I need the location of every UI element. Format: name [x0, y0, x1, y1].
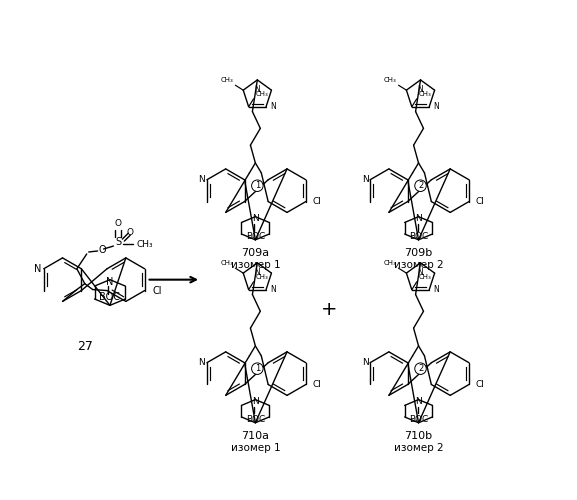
- Text: 709b: 709b: [404, 248, 433, 258]
- Text: CH₃: CH₃: [419, 274, 432, 280]
- Text: Cl: Cl: [313, 380, 321, 389]
- Text: 710a: 710a: [241, 431, 269, 441]
- Text: N: N: [418, 268, 424, 277]
- Text: 2: 2: [418, 364, 423, 373]
- Text: N: N: [270, 285, 276, 294]
- Text: N: N: [34, 264, 42, 274]
- Text: 710b: 710b: [404, 431, 433, 441]
- Text: Cl: Cl: [152, 286, 162, 296]
- Text: CH₃: CH₃: [256, 91, 268, 97]
- Text: N: N: [254, 85, 260, 94]
- Text: N: N: [415, 214, 422, 223]
- Text: N: N: [252, 214, 258, 223]
- Text: Cl: Cl: [313, 197, 321, 206]
- Text: N: N: [254, 268, 260, 277]
- Text: N: N: [433, 102, 439, 111]
- Text: BOC: BOC: [246, 232, 265, 241]
- Text: S: S: [115, 237, 121, 247]
- Text: CH₃: CH₃: [256, 274, 268, 280]
- Text: 1: 1: [254, 364, 260, 373]
- Text: BOC: BOC: [409, 232, 428, 241]
- Text: CH₃: CH₃: [384, 77, 396, 83]
- Text: N: N: [198, 358, 205, 367]
- Text: изомер 2: изомер 2: [394, 443, 443, 453]
- Text: O: O: [126, 228, 133, 236]
- Text: O: O: [99, 245, 106, 255]
- Text: CH₃: CH₃: [419, 91, 432, 97]
- Text: N: N: [433, 285, 439, 294]
- Text: N: N: [106, 276, 114, 286]
- Text: CH₃: CH₃: [384, 260, 396, 266]
- Text: 1: 1: [254, 181, 260, 190]
- Text: N: N: [415, 397, 422, 406]
- Text: CH₃: CH₃: [136, 240, 153, 248]
- Text: CH₃: CH₃: [220, 260, 233, 266]
- Text: BOC: BOC: [246, 415, 265, 424]
- Text: 709a: 709a: [241, 248, 269, 258]
- Text: BOC: BOC: [409, 415, 428, 424]
- Text: BOC: BOC: [99, 292, 121, 302]
- Text: изомер 1: изомер 1: [231, 443, 280, 453]
- Text: 27: 27: [77, 340, 93, 353]
- Text: N: N: [418, 85, 424, 94]
- Text: O: O: [115, 219, 122, 228]
- Text: N: N: [362, 176, 369, 184]
- Text: N: N: [270, 102, 276, 111]
- Text: Cl: Cl: [476, 197, 485, 206]
- Text: Cl: Cl: [476, 380, 485, 389]
- Text: изомер 1: изомер 1: [231, 260, 280, 270]
- Text: изомер 2: изомер 2: [394, 260, 443, 270]
- Text: N: N: [252, 397, 258, 406]
- Text: N: N: [198, 176, 205, 184]
- Text: N: N: [362, 358, 369, 367]
- Text: +: +: [321, 300, 338, 319]
- Text: 2: 2: [418, 181, 423, 190]
- Text: CH₃: CH₃: [220, 77, 233, 83]
